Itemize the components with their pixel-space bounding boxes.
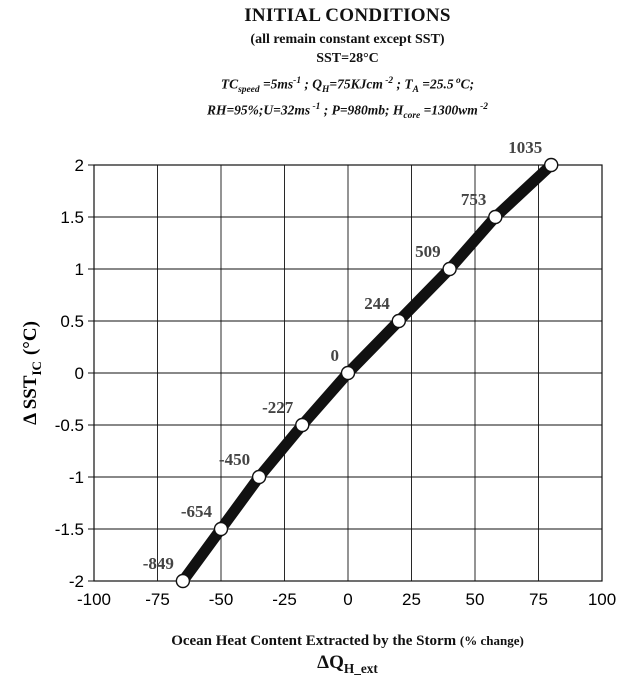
y-axis-label: Δ SSTIC (°C) <box>20 321 44 425</box>
data-point <box>442 261 457 277</box>
chart-title: INITIAL CONDITIONS <box>244 5 451 26</box>
data-point <box>340 365 356 381</box>
y-tick-label: -1 <box>69 468 84 487</box>
x-tick-label: 75 <box>529 590 548 609</box>
x-tick-label: 50 <box>466 590 485 609</box>
data-label: -450 <box>219 450 250 469</box>
data-label: -227 <box>262 398 294 417</box>
data-label: -849 <box>143 554 174 573</box>
x-axis-label: Ocean Heat Content Extracted by the Stor… <box>171 633 524 649</box>
y-tick-label: 2 <box>75 156 84 175</box>
data-point <box>295 417 310 433</box>
y-tick-label: 1 <box>75 260 84 279</box>
x-tick-label: -100 <box>77 590 111 609</box>
x-axis-symbol: ΔQH_ext <box>317 652 378 676</box>
y-tick-label: 0 <box>75 364 84 383</box>
y-tick-label: -1.5 <box>55 520 84 539</box>
data-point <box>488 209 503 225</box>
data-point <box>213 521 229 537</box>
x-tick-label: 0 <box>343 590 352 609</box>
plot-frame <box>93 164 603 582</box>
data-label: 753 <box>461 190 487 209</box>
y-tick-labels: -2 -1.5 -1 -0.5 0 0.5 1 1.5 2 <box>55 156 84 591</box>
x-tick-label: -75 <box>145 590 170 609</box>
conditions-line-2: RH=95%;U=32ms -1 ; P=980mb; Hcore =1300w… <box>206 102 489 122</box>
x-tick-label: -25 <box>272 590 297 609</box>
y-axis-label-unit: (°C) <box>20 321 41 355</box>
conditions-line-1: TCspeed =5ms-1 ; QH=75KJcm -2 ; TA =25.5… <box>220 76 475 96</box>
y-axis-label-main: Δ SST <box>20 375 41 425</box>
x-tick-label: -50 <box>209 590 234 609</box>
x-tick-label: 25 <box>402 590 421 609</box>
sst-condition: SST=28°C <box>316 51 379 66</box>
data-label: 1035 <box>508 138 542 157</box>
y-tick-label: 1.5 <box>60 208 84 227</box>
data-point <box>251 469 267 485</box>
chart-subtitle: (all remain constant except SST) <box>250 32 445 47</box>
data-label: -654 <box>181 502 213 521</box>
data-label: 0 <box>331 346 340 365</box>
y-axis-label-sub: IC <box>29 361 44 375</box>
data-point <box>175 573 191 589</box>
x-tick-label: 100 <box>588 590 616 609</box>
data-series: -849 -654 -450 -227 0 244 509 753 1035 <box>143 138 559 589</box>
svg-text:Δ SSTIC(°C): Δ SSTIC (°C) <box>20 321 44 425</box>
data-point <box>391 313 406 329</box>
x-tick-labels: -100 -75 -50 -25 0 25 50 75 100 <box>77 590 616 609</box>
data-label: 244 <box>364 294 390 313</box>
y-tick-label: 0.5 <box>60 312 84 331</box>
data-point <box>544 157 559 173</box>
data-label: 509 <box>415 242 441 261</box>
y-tick-label: -2 <box>69 572 84 591</box>
y-tick-label: -0.5 <box>55 416 84 435</box>
